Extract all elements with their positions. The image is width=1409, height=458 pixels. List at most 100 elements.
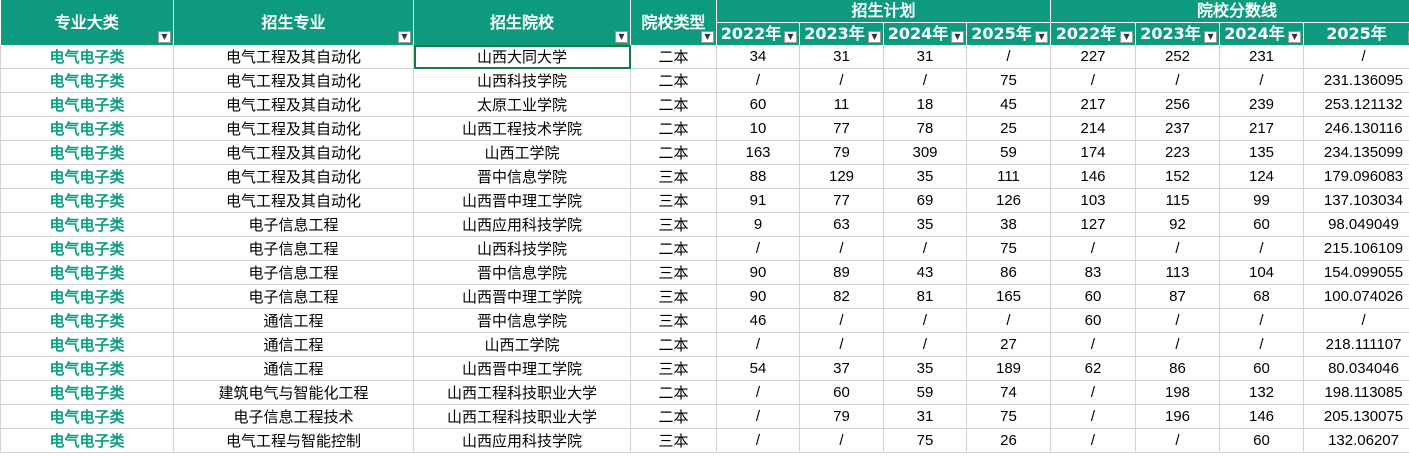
cell-plan-2024[interactable]: 31 [883,45,967,69]
cell-major[interactable]: 通信工程 [173,356,414,381]
cell-major[interactable]: 建筑电气与智能化工程 [173,380,414,405]
filter-active-icon[interactable]: ▼ [158,31,171,43]
cell-school-type[interactable]: 三本 [630,164,717,189]
cell-plan-2024[interactable]: 31 [883,404,967,429]
cell-plan-2022[interactable]: / [716,380,800,405]
cell-plan-2024[interactable]: 69 [883,188,967,213]
cell-score-2023[interactable]: 223 [1135,140,1221,165]
cell-school-type[interactable]: 二本 [630,380,717,405]
cell-major[interactable]: 电子信息工程 [173,260,414,285]
cell-school[interactable]: 山西应用科技学院 [413,212,631,237]
chevron-down-icon[interactable]: ▼ [1035,31,1049,43]
cell-category[interactable]: 电气电子类 [0,164,174,189]
cell-school-type[interactable]: 二本 [630,92,717,117]
cell-score-2024[interactable]: 99 [1219,188,1305,213]
cell-major[interactable]: 电气工程及其自动化 [173,68,414,93]
cell-major[interactable]: 电子信息工程 [173,236,414,261]
cell-score-2023[interactable]: 198 [1135,380,1221,405]
chevron-down-icon[interactable]: ▼ [868,31,881,43]
cell-major[interactable]: 电气工程及其自动化 [173,92,414,117]
cell-major[interactable]: 电气工程及其自动化 [173,45,414,69]
cell-score-2023[interactable]: 113 [1135,260,1221,285]
cell-plan-2025[interactable]: / [966,45,1052,69]
cell-major[interactable]: 电气工程及其自动化 [173,116,414,141]
chevron-down-icon[interactable]: ▼ [615,31,628,43]
cell-score-2023[interactable]: 252 [1135,45,1221,69]
cell-plan-2024[interactable]: / [883,332,967,357]
cell-score-2022[interactable]: 227 [1050,45,1137,69]
cell-school-type[interactable]: 三本 [630,284,717,309]
cell-category[interactable]: 电气电子类 [0,45,174,69]
cell-score-2025[interactable]: 205.130075 [1303,404,1409,429]
cell-category[interactable]: 电气电子类 [0,428,174,453]
chevron-down-icon[interactable]: ▼ [1120,31,1134,43]
cell-plan-2024[interactable]: 81 [883,284,967,309]
cell-plan-2022[interactable]: / [716,332,800,357]
cell-category[interactable]: 电气电子类 [0,236,174,261]
cell-plan-2025[interactable]: 74 [966,380,1052,405]
cell-plan-2022[interactable]: 88 [716,164,800,189]
cell-major[interactable]: 通信工程 [173,308,414,333]
cell-score-2025[interactable]: 246.130116 [1303,116,1409,141]
chevron-down-icon[interactable]: ▼ [398,31,411,43]
cell-plan-2024[interactable]: 35 [883,212,967,237]
cell-score-2025[interactable]: 154.099055 [1303,260,1409,285]
cell-plan-2025[interactable]: 86 [966,260,1052,285]
cell-plan-2025[interactable]: 59 [966,140,1052,165]
cell-plan-2023[interactable]: / [799,332,884,357]
cell-score-2022[interactable]: / [1050,404,1137,429]
cell-school-type[interactable]: 三本 [630,308,717,333]
cell-plan-2022[interactable]: 46 [716,308,800,333]
cell-plan-2023[interactable]: 79 [799,140,884,165]
cell-plan-2024[interactable]: 18 [883,92,967,117]
cell-major[interactable]: 电子信息工程技术 [173,404,414,429]
cell-major[interactable]: 电气工程及其自动化 [173,188,414,213]
cell-plan-2025[interactable]: 26 [966,428,1052,453]
cell-major[interactable]: 电气工程与智能控制 [173,428,414,453]
cell-plan-2023[interactable]: 79 [799,404,884,429]
cell-school-type[interactable]: 二本 [630,116,717,141]
cell-school[interactable]: 山西工程科技职业大学 [413,380,631,405]
cell-score-2025[interactable]: / [1303,308,1409,333]
cell-school[interactable]: 晋中信息学院 [413,164,631,189]
cell-plan-2025[interactable]: / [966,308,1052,333]
cell-plan-2022[interactable]: / [716,68,800,93]
cell-category[interactable]: 电气电子类 [0,332,174,357]
cell-school[interactable]: 山西应用科技学院 [413,428,631,453]
cell-plan-2025[interactable]: 126 [966,188,1052,213]
cell-category[interactable]: 电气电子类 [0,404,174,429]
cell-plan-2025[interactable]: 38 [966,212,1052,237]
cell-plan-2025[interactable]: 45 [966,92,1052,117]
cell-plan-2023[interactable]: / [799,236,884,261]
cell-score-2023[interactable]: 256 [1135,92,1221,117]
cell-score-2025[interactable]: 215.106109 [1303,236,1409,261]
cell-plan-2022[interactable]: 54 [716,356,800,381]
cell-score-2023[interactable]: 237 [1135,116,1221,141]
cell-plan-2025[interactable]: 75 [966,236,1052,261]
cell-school-type[interactable]: 二本 [630,45,717,69]
cell-score-2022[interactable]: 60 [1050,284,1137,309]
cell-score-2024[interactable]: 104 [1219,260,1305,285]
cell-score-2022[interactable]: 174 [1050,140,1137,165]
cell-plan-2022[interactable]: 60 [716,92,800,117]
cell-score-2025[interactable]: 198.113085 [1303,380,1409,405]
cell-score-2024[interactable]: 146 [1219,404,1305,429]
cell-score-2025[interactable]: 80.034046 [1303,356,1409,381]
cell-plan-2023[interactable]: / [799,308,884,333]
cell-score-2022[interactable]: 127 [1050,212,1137,237]
cell-score-2022[interactable]: / [1050,332,1137,357]
cell-score-2025[interactable]: 234.135099 [1303,140,1409,165]
cell-school[interactable]: 山西晋中理工学院 [413,188,631,213]
cell-score-2025[interactable]: 98.049049 [1303,212,1409,237]
cell-plan-2022[interactable]: / [716,236,800,261]
cell-school[interactable]: 山西晋中理工学院 [413,356,631,381]
cell-plan-2024[interactable]: 35 [883,356,967,381]
cell-school-type[interactable]: 三本 [630,428,717,453]
cell-school[interactable]: 山西科技学院 [413,68,631,93]
cell-score-2023[interactable]: / [1135,68,1221,93]
cell-score-2024[interactable]: / [1219,68,1305,93]
cell-school-type[interactable]: 二本 [630,68,717,93]
cell-school[interactable]: 山西工程科技职业大学 [413,404,631,429]
cell-plan-2025[interactable]: 75 [966,68,1052,93]
cell-school[interactable]: 山西大同大学 [413,45,631,69]
